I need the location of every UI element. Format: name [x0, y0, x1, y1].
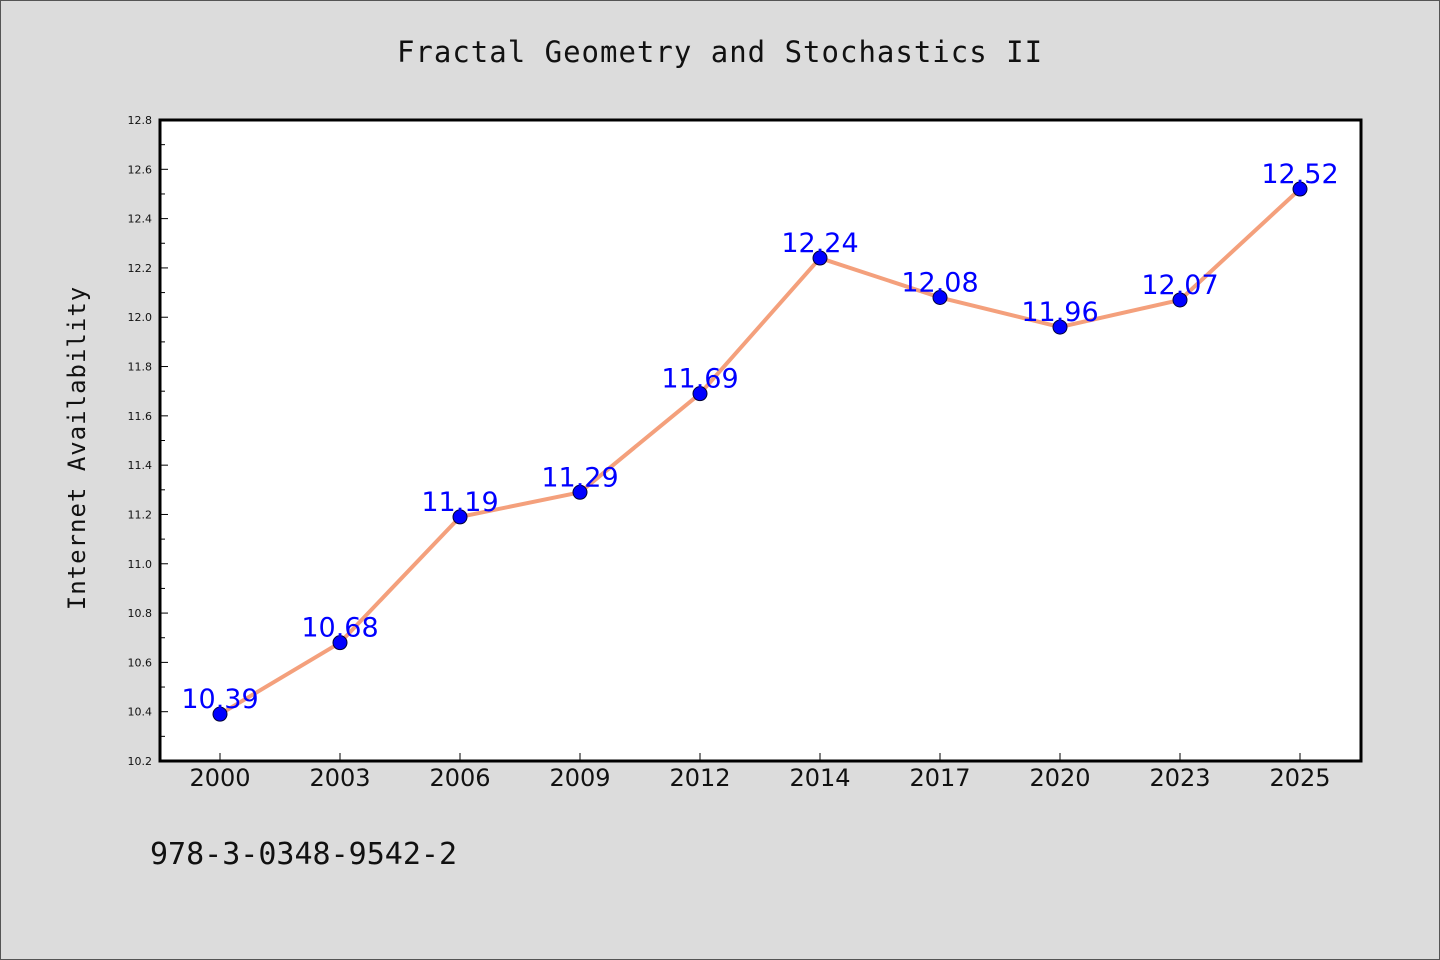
data-point	[1172, 292, 1188, 308]
data-label: 12.24	[781, 228, 858, 259]
data-label: 10.39	[181, 684, 258, 715]
x-tick-label: 2003	[309, 764, 370, 792]
x-tick-label: 2009	[549, 764, 610, 792]
data-point	[332, 635, 348, 651]
y-tick-label: 12.0	[128, 311, 153, 324]
data-label: 11.29	[541, 462, 618, 493]
y-axis-ticks: 10.2 10.4 10.6 10.8 11.0 11.2 11.4 11.6 11.8 12.0…	[128, 114, 168, 768]
y-tick-label: 11.6	[128, 410, 153, 423]
y-axis-label: Internet Availability	[63, 286, 91, 610]
data-point	[1292, 181, 1308, 197]
x-axis-ticks: 2000 2003 2006 2009 2012 2014 2017 2020 2023 2025	[189, 753, 1331, 792]
data-label: 12.08	[901, 268, 978, 299]
x-tick-label: 2023	[1149, 764, 1210, 792]
series-line	[218, 187, 1302, 716]
data-label: 12.52	[1261, 159, 1338, 190]
data-label: 10.68	[301, 613, 378, 644]
data-label: 12.07	[1141, 270, 1218, 301]
data-point	[212, 706, 228, 722]
data-point	[572, 484, 588, 500]
data-point	[452, 509, 468, 525]
data-point	[812, 250, 828, 266]
x-tick-label: 2014	[789, 764, 850, 792]
x-tick-label: 2012	[669, 764, 730, 792]
y-tick-label: 11.8	[128, 361, 153, 374]
x-tick-label: 2020	[1029, 764, 1090, 792]
y-tick-label: 12.4	[128, 213, 153, 226]
data-point	[1052, 319, 1068, 335]
y-tick-label: 10.4	[128, 706, 153, 719]
data-label: 11.96	[1021, 297, 1098, 328]
x-tick-label: 2000	[189, 764, 250, 792]
y-tick-label: 11.0	[128, 558, 153, 571]
x-tick-label: 2006	[429, 764, 490, 792]
y-tick-label: 10.8	[128, 607, 153, 620]
data-label: 11.19	[421, 487, 498, 518]
y-tick-label: 10.2	[128, 755, 153, 768]
series-line-group	[212, 181, 1308, 722]
data-label: 11.69	[661, 364, 738, 395]
x-tick-label: 2025	[1269, 764, 1330, 792]
y-tick-label: 11.4	[128, 459, 153, 472]
y-tick-label: 12.6	[128, 163, 153, 176]
chart-title: Fractal Geometry and Stochastics II	[397, 35, 1043, 69]
y-tick-label: 12.2	[128, 262, 153, 275]
data-point	[932, 290, 948, 306]
isbn-text: 978-3-0348-9542-2	[150, 837, 457, 872]
y-tick-label: 10.6	[128, 656, 153, 669]
data-point	[692, 386, 708, 402]
plot-area	[158, 118, 1363, 763]
y-tick-label: 11.2	[128, 508, 153, 521]
y-tick-label: 12.8	[128, 114, 153, 127]
data-labels-group: 10.39 10.68 11.19 11.29 11.69 12.24 12.08 11.96…	[181, 159, 1338, 715]
x-tick-label: 2017	[909, 764, 970, 792]
